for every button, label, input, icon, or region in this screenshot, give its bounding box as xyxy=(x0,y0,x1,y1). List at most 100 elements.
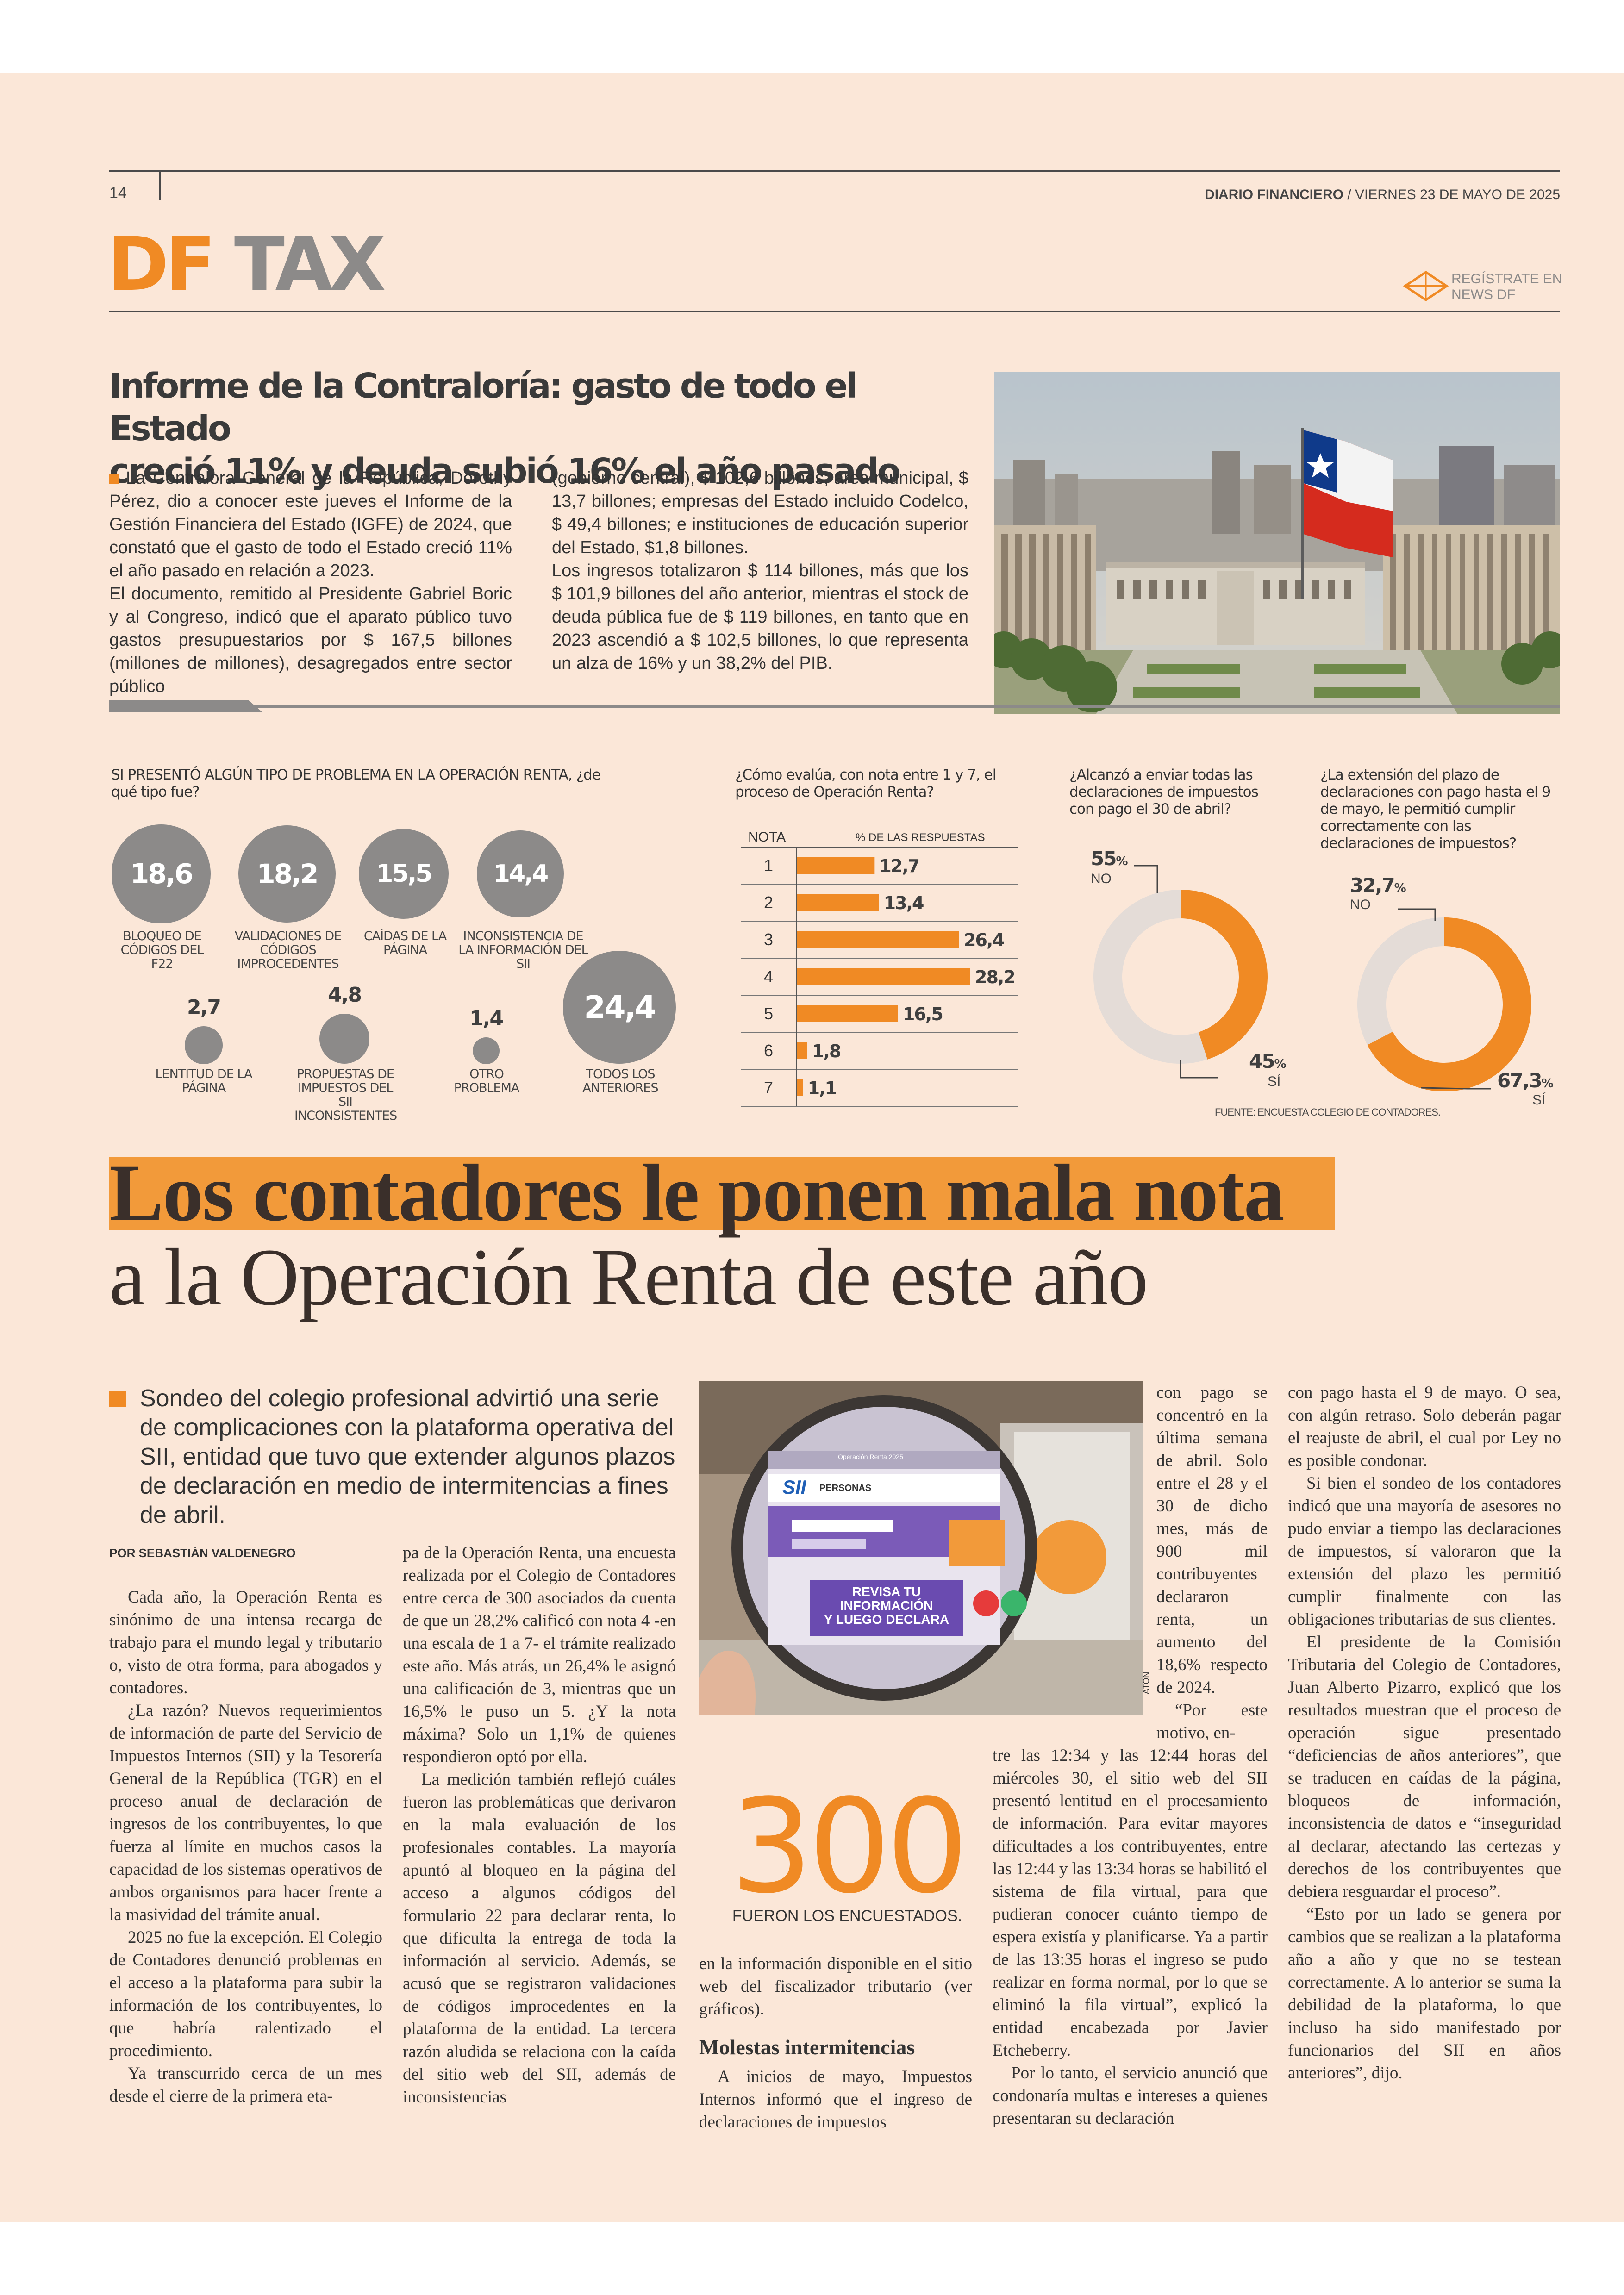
grades-title: ¿Cómo evalúa, con nota entre 1 y 7, el p… xyxy=(735,767,996,800)
grade-category: 7 xyxy=(764,1078,773,1097)
grade-category: 3 xyxy=(764,930,773,949)
problem-bubble xyxy=(472,1037,500,1065)
problem-label: CAÍDAS DE LA PÁGINA xyxy=(363,929,447,957)
problem-bubble: 15,5 xyxy=(358,829,449,919)
page-number-divider xyxy=(159,172,161,200)
problem-bubble xyxy=(319,1013,370,1064)
article-col4: tre las 12:34 y las 12:44 horas del miér… xyxy=(993,1744,1268,2130)
col2-para: La medición también reflejó cuáles fuero… xyxy=(403,1770,676,2107)
col5-para: con pago hasta el 9 de mayo. O sea, con … xyxy=(1288,1383,1561,1470)
screen-banner: REVISA TU INFORMACIÓN Y LUEGO DECLARA xyxy=(815,1585,958,1627)
brief-col2: (gobierno central), $ 102,6 billones; ár… xyxy=(552,467,968,675)
extension-title: ¿La extensión del plazo de declaraciones… xyxy=(1320,767,1551,852)
publication-dateline: DIARIO FINANCIERO / VIERNES 23 DE MAYO D… xyxy=(1167,187,1560,203)
donut-slice-si xyxy=(1367,917,1531,1091)
article-col2: pa de la Operación Renta, una encuesta r… xyxy=(403,1541,676,2108)
problem-label: INCONSISTENCIA DE LA INFORMACIÓN DEL SII xyxy=(458,929,588,971)
problem-label: LENTITUD DE LA PÁGINA xyxy=(155,1067,253,1095)
april-no-number: 55 xyxy=(1091,847,1117,870)
april-yes-label: SÍ xyxy=(1268,1074,1281,1089)
brief-col1-para2: El documento, remitido al Presidente Gab… xyxy=(109,584,512,696)
april-no-label: NO xyxy=(1091,871,1112,886)
publication-name: DIARIO FINANCIERO xyxy=(1205,187,1344,202)
register-line1: REGÍSTRATE EN xyxy=(1451,271,1562,287)
section-rule xyxy=(109,311,1560,312)
april-no-pct: % xyxy=(1116,854,1128,868)
col1-para: Cada año, la Operación Renta es sinónimo… xyxy=(109,1588,382,1697)
april-yes-number: 45 xyxy=(1249,1050,1275,1073)
col1-para: 2025 no fue la excepción. El Colegio de … xyxy=(109,1928,382,2060)
col4-para: tre las 12:34 y las 12:44 horas del miér… xyxy=(993,1746,1268,2060)
article-col4-top: con pago se concentró en la última seman… xyxy=(1156,1381,1268,1744)
screen-tab-text: Operación Renta 2025 xyxy=(838,1453,903,1460)
extension-yes-number: 67,3 xyxy=(1497,1069,1543,1092)
problem-value: 18,6 xyxy=(130,858,194,890)
grade-bar xyxy=(796,1005,898,1022)
screen-banner-line3: Y LUEGO DECLARA xyxy=(824,1612,949,1627)
screen-banner-line1: REVISA TU xyxy=(852,1584,921,1599)
deck-text: Sondeo del colegio profesional advirtió … xyxy=(140,1385,675,1528)
screen-sii-logo: SII xyxy=(782,1476,806,1498)
donut-slice-no xyxy=(1357,917,1444,1045)
brief-title-line1: Informe de la Contraloría: gasto de todo… xyxy=(109,366,858,449)
brief-col2-para1: (gobierno central), $ 102,6 billones; ár… xyxy=(552,468,968,557)
extension-yes-label: SÍ xyxy=(1532,1092,1546,1108)
grade-bar xyxy=(796,968,970,985)
problem-label: VALIDACIONES DE CÓDIGOS IMPROCEDENTES xyxy=(234,929,342,971)
problem-value: 4,8 xyxy=(328,983,362,1007)
col4-para: Por lo tanto, el servicio anunció que co… xyxy=(993,2064,1268,2128)
grade-category: 5 xyxy=(764,1004,773,1023)
grade-value-label: 1,1 xyxy=(808,1078,836,1098)
header-rule xyxy=(109,170,1560,172)
bottom-margin xyxy=(0,2222,1624,2295)
article-col3b: A inicios de mayo, Impuestos Internos in… xyxy=(699,2065,972,2133)
grades-col-pct: % DE LAS RESPUESTAS xyxy=(856,831,985,844)
donut-leader-line xyxy=(1421,1087,1491,1090)
col4-top-para: con pago se concentró en la última seman… xyxy=(1156,1383,1268,1697)
problem-value: 15,5 xyxy=(376,860,433,888)
article-col1: Cada año, la Operación Renta es sinónimo… xyxy=(109,1586,382,2108)
col5-para: Si bien el sondeo de los contadores indi… xyxy=(1288,1474,1561,1629)
grade-bar xyxy=(796,931,959,948)
donut-leader-line xyxy=(1180,1060,1218,1079)
grade-value-label: 12,7 xyxy=(879,856,919,876)
section-logo: DF TAX xyxy=(107,225,386,304)
problem-label: TODOS LOS ANTERIORES xyxy=(582,1067,658,1095)
problems-title: SI PRESENTÓ ALGÚN TIPO DE PROBLEMA EN LA… xyxy=(111,767,601,800)
grades-col-note: NOTA xyxy=(748,829,786,845)
headline-line2: a la Operación Renta de este año xyxy=(109,1232,1148,1322)
brief-title: Informe de la Contraloría: gasto de todo… xyxy=(109,365,980,493)
problem-value: 2,7 xyxy=(187,996,221,1020)
extension-no-number: 32,7 xyxy=(1350,874,1395,897)
problem-bubble xyxy=(185,1026,223,1064)
publication-date: / VIERNES 23 DE MAYO DE 2025 xyxy=(1347,187,1560,202)
april-no-value: 55% xyxy=(1091,847,1128,870)
headline-line1: Los contadores le ponen mala nota xyxy=(109,1148,1285,1238)
stat-label: FUERON LOS ENCUESTADOS. xyxy=(732,1907,962,1925)
problem-value: 1,4 xyxy=(469,1006,504,1030)
problem-value: 18,2 xyxy=(256,858,319,890)
deck-bullet-icon xyxy=(109,1391,126,1407)
byline: POR SEBASTIÁN VALDENEGRO xyxy=(109,1546,296,1560)
problem-bubble: 18,6 xyxy=(112,824,211,923)
problem-value: 14,4 xyxy=(493,860,549,888)
extension-yes-value: 67,3% xyxy=(1497,1069,1554,1092)
grade-value-label: 16,5 xyxy=(903,1004,943,1024)
donut-leader-line xyxy=(1398,908,1436,921)
grade-value-label: 13,4 xyxy=(884,893,924,913)
extension-no-pct: % xyxy=(1394,881,1406,895)
stat-number: 300 xyxy=(730,1771,968,1922)
register-news-df-link[interactable]: REGÍSTRATE EN NEWS DF xyxy=(1400,268,1562,309)
problem-label: OTRO PROBLEMA xyxy=(454,1067,520,1095)
grade-category: 1 xyxy=(764,856,773,875)
problem-bubble: 24,4 xyxy=(563,951,676,1064)
grade-value-label: 1,8 xyxy=(812,1041,841,1061)
headline-line1-highlight xyxy=(109,1157,1335,1230)
april-donut-wrap: 55% NO 45% SÍ xyxy=(1065,842,1296,1120)
extension-yes-pct: % xyxy=(1541,1077,1554,1091)
problem-value: 24,4 xyxy=(584,989,656,1025)
magnifier-photo: Operación Renta 2025 SII PERSONAS REVISA… xyxy=(699,1381,1143,1715)
screen-banner-line2: INFORMACIÓN xyxy=(840,1598,933,1613)
extension-donut-wrap: 32,7% NO 67,3% SÍ xyxy=(1329,870,1560,1129)
top-margin xyxy=(0,0,1624,73)
